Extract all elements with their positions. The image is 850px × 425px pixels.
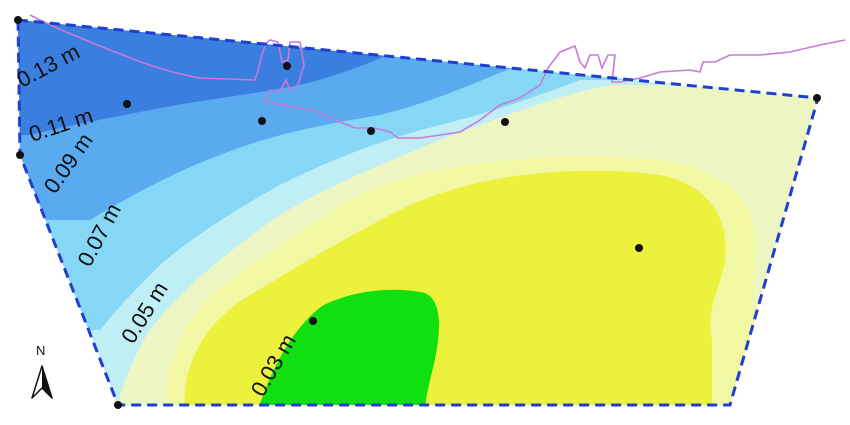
measurement-point (367, 127, 375, 135)
measurement-point (309, 317, 317, 325)
north-arrow: N (31, 343, 53, 399)
measurement-point (14, 16, 22, 24)
north-arrow-half (42, 366, 52, 398)
north-letter: N (36, 343, 45, 358)
measurement-points (14, 16, 821, 409)
measurement-point (501, 118, 509, 126)
measurement-point (635, 244, 643, 252)
band-0.02 (255, 289, 439, 405)
measurement-point (283, 62, 291, 70)
study-area-boundary (16, 18, 820, 407)
shoreline-outline (29, 14, 846, 139)
measurement-point (16, 151, 24, 159)
measurement-point (123, 100, 131, 108)
measurement-point (258, 117, 266, 125)
measurement-point (114, 401, 122, 409)
measurement-point (813, 94, 821, 102)
